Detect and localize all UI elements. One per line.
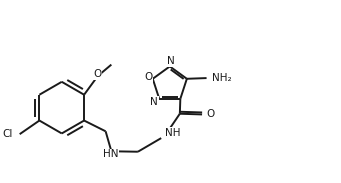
Text: NH₂: NH₂ (211, 73, 231, 83)
Text: O: O (144, 72, 152, 82)
Text: O: O (94, 69, 102, 79)
Text: Cl: Cl (3, 129, 13, 139)
Text: N: N (150, 97, 158, 107)
Text: O: O (206, 109, 214, 119)
Text: HN: HN (103, 149, 119, 159)
Text: N: N (167, 56, 174, 66)
Text: NH: NH (165, 128, 180, 138)
